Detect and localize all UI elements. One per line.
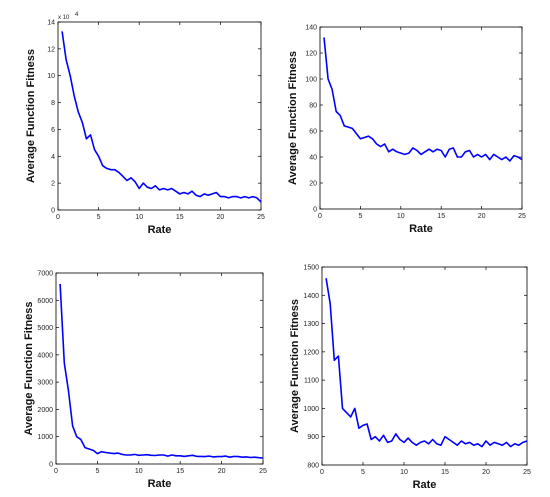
x-axis-label: Rate xyxy=(409,223,433,235)
x-tick-label: 20 xyxy=(217,214,225,221)
y-axis-label: Average Function Fitness xyxy=(287,51,299,185)
plot-area: 0 5 10 15 20 25 800 900 1000 1100 1200 1300 1400 1500… xyxy=(289,265,531,492)
x-axis-label: Rate xyxy=(413,479,437,491)
x-tick-label: 10 xyxy=(135,214,143,221)
y-tick-label: 140 xyxy=(305,25,317,32)
y-tick-label: 12 xyxy=(47,46,55,53)
axes-frame xyxy=(321,266,528,466)
x-tick-label: 0 xyxy=(56,214,60,221)
y-tick-label: 3000 xyxy=(37,380,53,387)
axes-frame xyxy=(319,26,523,210)
y-tick-label: 0 xyxy=(49,462,53,469)
y-multiplier-label: x 10 xyxy=(58,15,70,21)
chart-panel-bottom-left: 0 5 10 15 20 25 0 1000 2000 3000 4000 5000 6000 7000 R… xyxy=(23,271,267,491)
x-tick-label: 10 xyxy=(135,468,143,475)
y-tick-label: 1500 xyxy=(303,265,319,272)
y-tick-label: 800 xyxy=(307,463,319,470)
y-tick-label: 8 xyxy=(51,100,55,107)
y-tick-label: 20 xyxy=(309,181,317,188)
y-tick-label: 2000 xyxy=(37,407,53,414)
y-tick-label: 10 xyxy=(47,73,55,80)
series-line xyxy=(61,31,262,203)
y-tick-label: 100 xyxy=(305,77,317,84)
y-tick-label: 40 xyxy=(309,155,317,162)
y-multiplier-exponent: 4 xyxy=(75,12,79,18)
y-axis-label: Average Function Fitness xyxy=(23,301,35,435)
chart-panel-bottom-right: 0 5 10 15 20 25 800 900 1000 1100 1200 1300 1400 1500… xyxy=(289,265,531,492)
plot-area: 0 5 10 15 20 25 0 2 4 6 8 10 12 14x 10 4 Rate Average Fu… xyxy=(25,12,265,236)
x-tick-label: 10 xyxy=(400,469,408,476)
y-tick-label: 1400 xyxy=(303,293,319,300)
y-tick-label: 1100 xyxy=(304,378,319,385)
x-tick-label: 20 xyxy=(482,469,490,476)
x-tick-label: 15 xyxy=(437,213,445,220)
y-tick-label: 14 xyxy=(47,20,55,27)
y-axis-label: Average Function Fitness xyxy=(289,299,301,433)
y-tick-label: 2 xyxy=(51,181,55,188)
x-tick-label: 25 xyxy=(523,469,531,476)
y-tick-label: 5000 xyxy=(37,325,53,332)
x-tick-label: 25 xyxy=(259,468,267,475)
y-tick-label: 60 xyxy=(309,129,317,136)
series-line xyxy=(323,37,523,162)
y-tick-label: 0 xyxy=(313,207,317,214)
x-axis-label: Rate xyxy=(148,478,172,490)
y-tick-label: 1000 xyxy=(37,434,53,441)
x-tick-label: 25 xyxy=(257,214,265,221)
series-line xyxy=(325,278,528,448)
chart-panel-top-right: 0 5 10 15 20 25 0 20 40 60 80 100 120 140 Rate Average … xyxy=(287,25,526,236)
y-axis-label: Average Function Fitness xyxy=(25,49,37,183)
x-tick-label: 0 xyxy=(318,213,322,220)
y-tick-label: 120 xyxy=(305,51,317,58)
y-tick-label: 6 xyxy=(51,127,55,134)
chart-panel-top-left: 0 5 10 15 20 25 0 2 4 6 8 10 12 14x 10 4 Rate Average Fu… xyxy=(25,12,265,236)
y-tick-label: 4 xyxy=(51,154,55,161)
x-tick-label: 0 xyxy=(320,469,324,476)
plot-area: 0 5 10 15 20 25 0 20 40 60 80 100 120 140 Rate Average … xyxy=(287,25,526,236)
x-tick-label: 15 xyxy=(176,468,184,475)
series-line xyxy=(59,283,264,459)
y-tick-label: 1300 xyxy=(303,321,319,328)
x-tick-label: 10 xyxy=(397,213,405,220)
x-tick-label: 25 xyxy=(518,213,526,220)
x-tick-label: 5 xyxy=(361,469,365,476)
x-tick-label: 20 xyxy=(218,468,226,475)
x-axis-label: Rate xyxy=(148,224,172,236)
y-tick-label: 0 xyxy=(51,208,55,215)
x-tick-label: 20 xyxy=(478,213,486,220)
x-tick-label: 5 xyxy=(97,214,101,221)
y-tick-label: 900 xyxy=(307,434,319,441)
y-tick-label: 7000 xyxy=(37,271,53,278)
y-tick-label: 4000 xyxy=(37,352,53,359)
x-tick-label: 5 xyxy=(95,468,99,475)
x-tick-label: 15 xyxy=(441,469,449,476)
plot-area: 0 5 10 15 20 25 0 1000 2000 3000 4000 5000 6000 7000 R… xyxy=(23,271,267,491)
y-tick-label: 1200 xyxy=(303,349,319,356)
x-tick-label: 5 xyxy=(358,213,362,220)
x-tick-label: 0 xyxy=(54,468,58,475)
y-tick-label: 80 xyxy=(309,103,317,110)
y-tick-label: 1000 xyxy=(303,406,319,413)
y-tick-label: 6000 xyxy=(37,298,53,305)
axes-frame xyxy=(55,272,264,465)
axes-frame xyxy=(57,21,262,211)
x-tick-label: 15 xyxy=(176,214,184,221)
